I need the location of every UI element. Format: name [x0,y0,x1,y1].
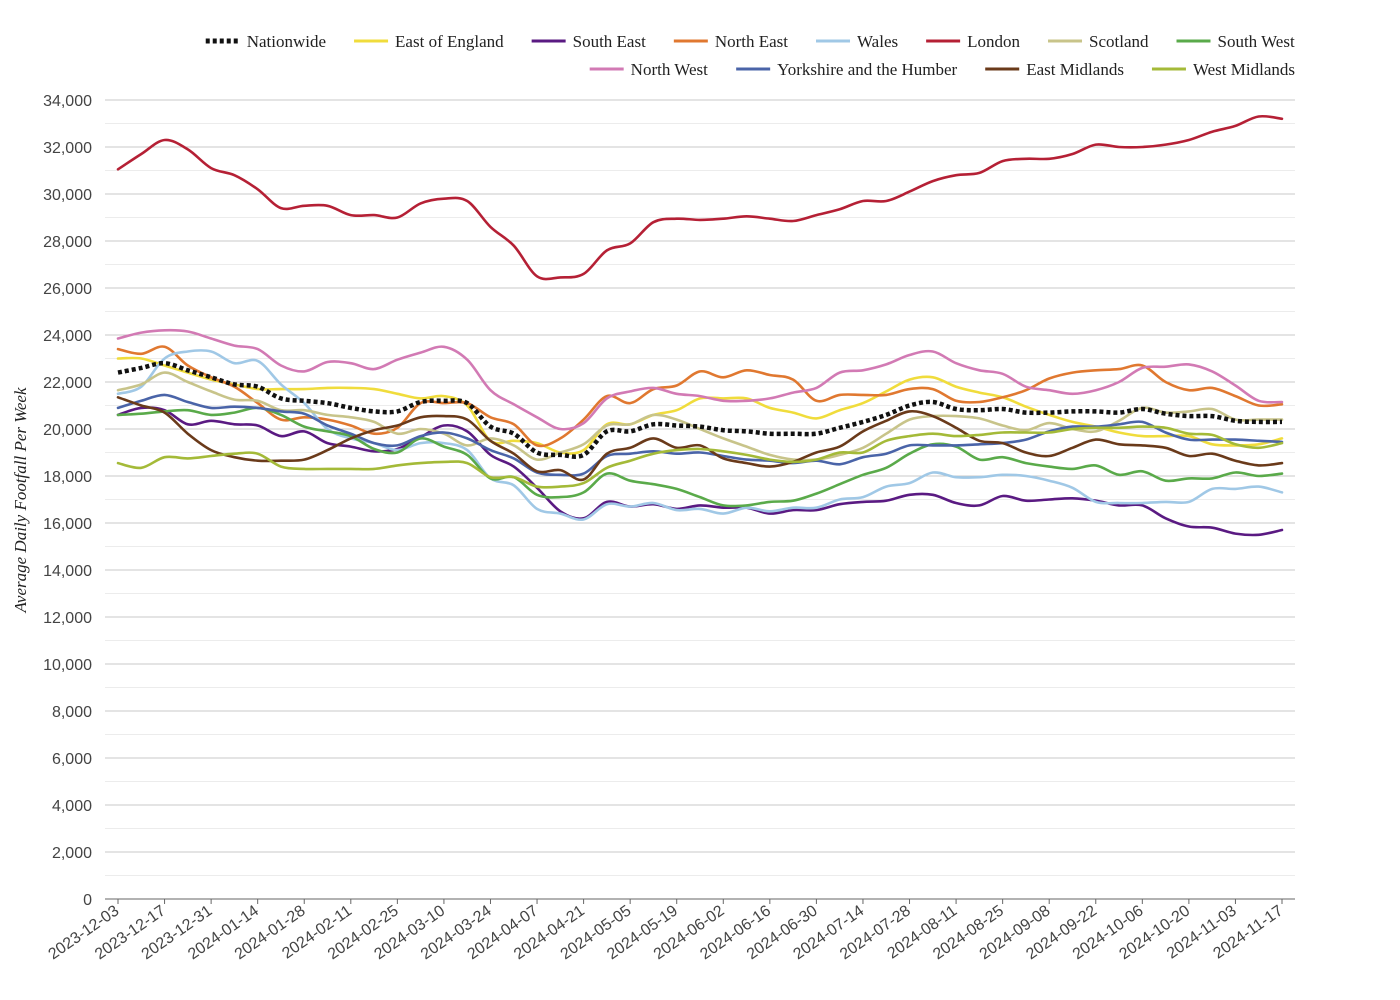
series-line-scotland [116,371,1284,462]
y-tick-label: 2,000 [52,845,92,862]
y-tick-label: 20,000 [43,422,92,439]
series-line-london [116,114,1284,281]
y-tick-label: 26,000 [43,281,92,298]
legend-label: South West [1218,32,1295,51]
series-line-south-west [116,406,1284,508]
legend-item-scotland: Scotland [1048,32,1149,51]
legend-label: South East [573,32,646,51]
legend: Nationwide East of England South East North… [205,32,1295,79]
y-tick-label: 18,000 [43,469,92,486]
legend-item-london: London [926,32,1021,51]
series-lines [116,114,1284,537]
legend-label: North West [631,60,708,79]
legend-item-nationwide: Nationwide [205,32,326,51]
legend-item-north-west: North West [589,60,708,79]
gridlines [105,99,1295,900]
legend-item-north-east: North East [673,32,788,51]
legend-label: West Midlands [1193,60,1295,79]
legend-item-east-of-england: East of England [354,32,504,51]
y-tick-label: 28,000 [43,234,92,251]
series-line-west-midlands [116,425,1284,489]
legend-item-east-midlands: East Midlands [985,60,1124,79]
y-tick-label: 32,000 [43,140,92,157]
legend-item-west-midlands: West Midlands [1151,60,1295,79]
y-tick-label: 16,000 [43,516,92,533]
legend-item-wales: Wales [816,32,898,51]
legend-label: East Midlands [1026,60,1124,79]
legend-label: North East [715,32,788,51]
series-line-yorkshire-and-the-humber [116,393,1284,477]
legend-label: Yorkshire and the Humber [777,60,957,79]
legend-label: London [967,32,1020,51]
legend-item-south-east: South East [531,32,646,51]
legend-label: Nationwide [247,32,326,51]
legend-label: Scotland [1089,32,1149,51]
y-tick-label: 6,000 [52,751,92,768]
y-tick-label: 10,000 [43,657,92,674]
series-line-east-of-england [116,356,1284,455]
series-line-north-west [116,328,1284,431]
series-line-east-midlands [116,396,1284,482]
legend-item-south-west: South West [1176,32,1295,51]
legend-label: Wales [857,32,898,51]
series-line-nationwide [117,360,1283,459]
y-tick-label: 8,000 [52,704,92,721]
y-axis-title: Average Daily Footfall Per Week [11,387,30,613]
y-tick-label: 4,000 [52,798,92,815]
legend-label: East of England [395,32,504,51]
y-tick-label: 12,000 [43,610,92,627]
y-tick-label: 30,000 [43,187,92,204]
y-tick-label: 34,000 [43,93,92,110]
legend-item-yorkshire-and-the-humber: Yorkshire and the Humber [736,60,958,79]
y-tick-label: 0 [83,892,92,909]
axes: 0 2,000 4,000 6,000 8,000 10,000 12,000 14,000 1… [43,93,1286,963]
y-tick-label: 24,000 [43,328,92,345]
y-tick-label: 14,000 [43,563,92,580]
y-tick-label: 22,000 [43,375,92,392]
